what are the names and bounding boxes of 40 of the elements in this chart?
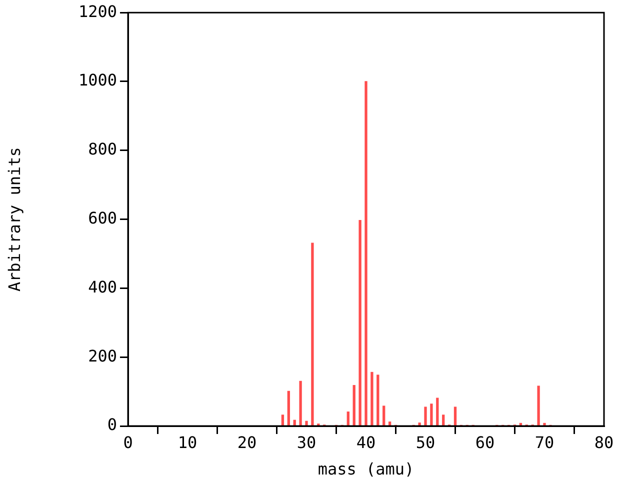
x-tick-label: 60 (475, 432, 495, 452)
x-tick-label: 40 (356, 432, 376, 452)
bar (305, 420, 308, 426)
y-tick-label: 1000 (78, 70, 117, 90)
y-tick-label: 800 (88, 140, 117, 159)
bar (543, 422, 546, 426)
bar (382, 406, 386, 426)
y-axis-title: Arbitrary units (4, 147, 24, 292)
bar (281, 414, 284, 426)
x-tick-label: 0 (123, 432, 133, 452)
bar (352, 385, 356, 426)
bar (418, 422, 421, 426)
x-tick-label: 80 (594, 432, 614, 452)
x-tick-label: 30 (296, 432, 316, 452)
x-tick-label: 50 (416, 432, 436, 452)
bar (293, 420, 296, 426)
bar (388, 422, 392, 426)
y-tick-label: 0 (107, 415, 117, 434)
y-tick-label: 200 (88, 346, 117, 366)
x-tick-label: 20 (237, 432, 257, 452)
y-tick-label: 400 (88, 277, 117, 296)
bar (358, 220, 362, 426)
bar (436, 398, 439, 426)
bar (430, 404, 433, 426)
bar (299, 380, 302, 426)
bar (311, 242, 314, 426)
y-tick-label: 600 (88, 208, 117, 228)
bar (454, 406, 457, 426)
x-tick-label: 10 (178, 432, 198, 452)
bar (442, 414, 445, 426)
bar (537, 386, 540, 426)
y-tick-label: 1200 (78, 2, 117, 21)
x-tick-label: 70 (534, 432, 554, 452)
bar (370, 372, 374, 426)
bar (376, 374, 380, 426)
bar (346, 412, 350, 426)
bar (287, 390, 290, 426)
bar (424, 406, 427, 426)
bar (364, 81, 368, 426)
x-axis-title: mass (amu) (318, 460, 414, 479)
